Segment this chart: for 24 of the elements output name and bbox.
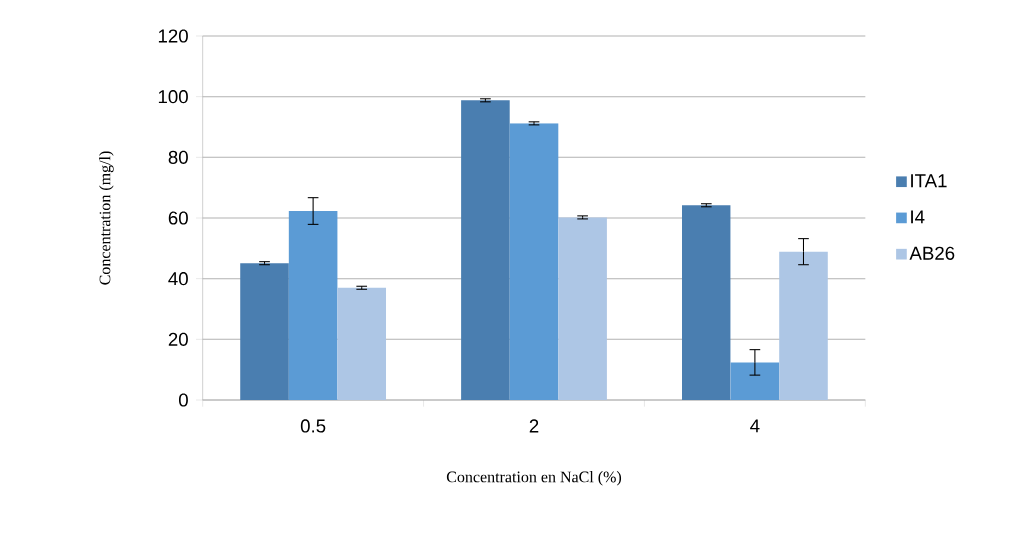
legend-label: I4 [911,210,925,224]
bar [509,123,559,400]
bar [558,217,607,400]
x-axis-title: Concentration en NaCl (%) [446,471,622,486]
y-tick-label: 0 [178,393,188,407]
legend-label: AB26 [909,246,955,260]
bar [337,287,387,400]
y-tick-label: 80 [168,150,188,164]
bar [240,263,289,400]
bar [682,205,731,400]
y-tick-label: 100 [158,90,188,104]
x-tick-label: 0.5 [300,419,326,433]
y-tick-label: 120 [158,29,188,43]
bar [730,362,780,400]
bar [288,211,338,400]
bar [461,100,510,400]
y-tick-label: 20 [168,332,188,346]
x-tick-label: 2 [529,419,539,433]
legend-label: ITA1 [911,174,947,188]
y-axis-title: Concentration (mg/l) [99,151,114,285]
x-tick-label: 4 [750,419,760,433]
y-tick-label: 60 [168,211,188,225]
bar [779,251,828,400]
y-tick-label: 40 [168,272,188,286]
